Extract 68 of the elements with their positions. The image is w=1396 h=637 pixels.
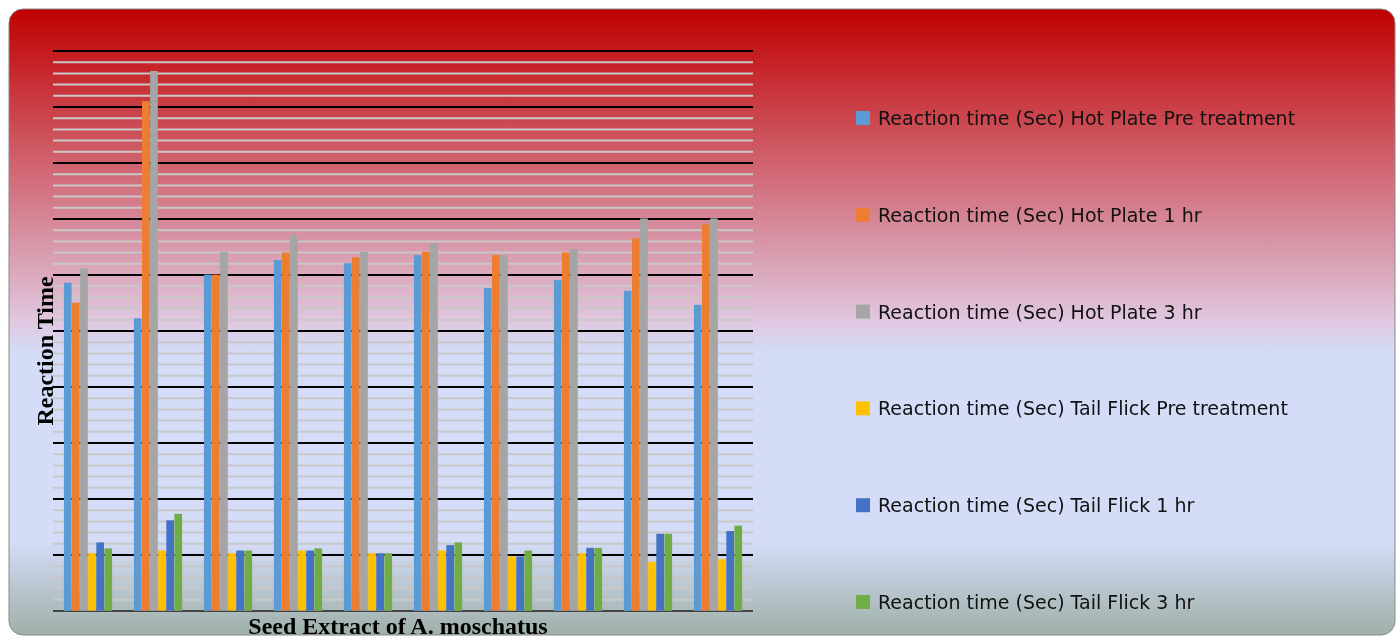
bar [413, 255, 422, 611]
bar [726, 531, 734, 611]
bar [368, 553, 376, 611]
legend-label: Reaction time (Sec) Hot Plate Pre treatment [878, 107, 1296, 129]
bar [508, 556, 516, 611]
bar [244, 550, 253, 611]
bar [63, 282, 72, 611]
bar [343, 263, 352, 611]
bar [524, 550, 533, 611]
legend-label: Reaction time (Sec) Tail Flick 1 hr [878, 494, 1195, 517]
bar [150, 70, 158, 611]
bar [298, 550, 306, 611]
bar [376, 553, 384, 611]
legend-label: Reaction time (Sec) Tail Flick Pre treatment [878, 397, 1288, 420]
bar [710, 218, 718, 611]
bar [516, 556, 524, 611]
bar [656, 533, 664, 611]
bar [702, 224, 710, 611]
bar [212, 274, 220, 611]
bar [446, 545, 454, 611]
bar [384, 553, 393, 611]
bar [273, 259, 282, 611]
bar [570, 249, 578, 611]
bar [422, 251, 430, 611]
bar [693, 304, 702, 611]
bar [96, 542, 104, 611]
bar [166, 520, 174, 611]
bar [586, 547, 594, 611]
bar [718, 559, 726, 611]
bar [306, 550, 314, 611]
bar [360, 251, 368, 611]
bar [174, 513, 183, 611]
bar [483, 288, 492, 611]
bar [594, 547, 603, 611]
bar [640, 218, 648, 611]
bar [290, 235, 298, 611]
bar [314, 548, 323, 611]
bar [454, 542, 463, 611]
bar [623, 290, 632, 611]
bar [158, 550, 166, 611]
bar [438, 550, 446, 611]
bar [88, 553, 96, 611]
bar [282, 252, 290, 611]
bar [562, 252, 570, 611]
bar [72, 302, 80, 611]
x-axis-title: Seed Extract of A. moschatus [248, 613, 548, 637]
bar [220, 251, 228, 611]
legend-label: Reaction time (Sec) Hot Plate 1 hr [878, 203, 1202, 226]
legend-label: Reaction time (Sec) Hot Plate 3 hr [878, 300, 1202, 323]
bar [500, 255, 508, 611]
y-axis-title: Reaction Time [32, 276, 58, 426]
bar [80, 268, 88, 611]
bar [236, 550, 244, 611]
bar [492, 255, 500, 611]
bar [104, 548, 113, 611]
bar [578, 553, 586, 611]
bar [734, 525, 743, 611]
bar [133, 318, 142, 611]
bar [228, 553, 236, 611]
bar [553, 279, 562, 611]
bar [664, 533, 673, 611]
bar [648, 561, 656, 611]
bar [352, 257, 360, 611]
bar [142, 101, 150, 611]
bar [430, 243, 438, 611]
bar [203, 274, 212, 611]
legend-label: Reaction time (Sec) Tail Flick 3 hr [878, 591, 1195, 613]
bar [632, 238, 640, 611]
